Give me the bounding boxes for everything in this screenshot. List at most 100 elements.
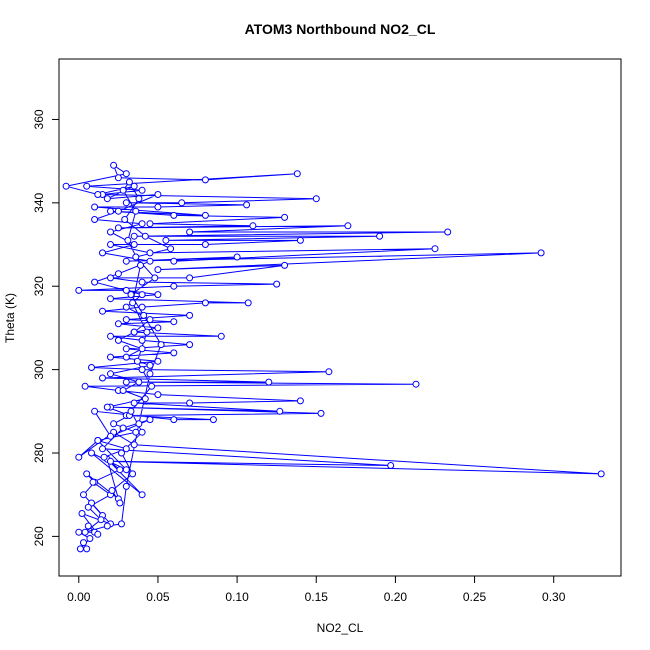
data-point — [146, 220, 154, 228]
data-point — [114, 207, 122, 215]
data-point — [114, 174, 122, 182]
data-point — [94, 437, 102, 444]
y-axis-label: Theta (K) — [3, 293, 17, 343]
data-point — [170, 257, 178, 265]
data-point — [114, 336, 122, 344]
data-point — [130, 241, 138, 248]
x-tick-label: 0.25 — [463, 590, 487, 604]
data-point — [154, 266, 162, 274]
data-point — [154, 324, 162, 332]
data-point — [129, 299, 137, 307]
data-point — [146, 370, 154, 378]
data-point — [186, 399, 194, 407]
data-point — [186, 274, 194, 282]
data-point — [122, 199, 130, 207]
data-point — [154, 357, 162, 365]
data-point — [170, 349, 178, 357]
data-point — [138, 428, 146, 436]
data-point — [376, 232, 384, 240]
data-point — [99, 374, 106, 382]
data-point — [83, 182, 91, 190]
data-point — [138, 336, 146, 344]
data-point — [265, 378, 273, 386]
data-point — [281, 213, 289, 221]
data-point — [94, 191, 102, 198]
data-point — [119, 387, 127, 394]
data-point — [91, 278, 99, 286]
data-point — [154, 203, 162, 211]
data-point — [135, 420, 143, 428]
data-point — [80, 491, 87, 499]
data-point — [122, 316, 130, 324]
data-point — [135, 195, 143, 203]
data-point — [537, 249, 545, 257]
data-point — [157, 341, 165, 349]
data-point — [81, 528, 89, 536]
data-point — [119, 186, 127, 194]
data-point — [94, 530, 102, 538]
x-axis: 0.00 0.05 0.10 0.15 0.20 0.25 0.30 — [67, 575, 566, 604]
data-point — [122, 303, 130, 311]
data-point — [141, 232, 149, 240]
data-point — [178, 199, 186, 207]
data-point — [75, 528, 83, 536]
data-point — [273, 280, 281, 288]
data-point — [186, 341, 194, 349]
data-point — [146, 257, 154, 265]
data-point — [100, 453, 108, 461]
data-point — [84, 503, 92, 511]
data-point — [130, 399, 138, 407]
data-point — [133, 357, 141, 365]
data-point — [107, 353, 114, 361]
data-point — [122, 257, 130, 265]
data-point — [118, 449, 125, 457]
data-point — [62, 182, 70, 190]
data-point — [243, 201, 251, 209]
data-point — [122, 353, 130, 361]
data-point — [412, 380, 420, 388]
data-point — [130, 441, 138, 449]
data-point — [201, 299, 209, 307]
data-point — [151, 274, 159, 282]
data-point — [325, 368, 333, 376]
data-point — [138, 491, 146, 499]
data-point — [201, 176, 209, 184]
data-point — [83, 545, 91, 553]
series-layer — [62, 161, 605, 553]
data-point — [107, 295, 114, 303]
chart-title: ATOM3 Northbound NO2_CL — [245, 21, 436, 37]
data-point — [88, 364, 95, 371]
data-point — [201, 241, 209, 248]
y-tick-label: 340 — [32, 193, 46, 213]
data-point — [75, 286, 83, 294]
data-point — [107, 274, 114, 282]
data-point — [107, 332, 114, 340]
data-point — [249, 222, 257, 230]
data-point — [78, 510, 86, 517]
data-point — [107, 241, 114, 248]
data-point — [116, 499, 124, 507]
data-point — [107, 370, 114, 378]
data-point — [103, 195, 111, 203]
data-point — [597, 470, 605, 478]
data-point — [312, 195, 320, 203]
data-point — [129, 470, 137, 478]
x-tick-label: 0.05 — [146, 590, 170, 604]
data-point — [344, 222, 352, 230]
data-point — [137, 261, 144, 269]
x-tick-label: 0.15 — [305, 590, 329, 604]
data-point — [138, 291, 146, 299]
data-point — [75, 453, 83, 461]
y-axis: 260 280 300 320 340 360 — [32, 109, 60, 546]
data-point — [83, 470, 91, 478]
data-point — [154, 191, 162, 198]
data-point — [86, 535, 94, 542]
data-point — [103, 522, 111, 530]
data-point — [91, 407, 99, 415]
data-point — [317, 409, 325, 417]
data-point — [293, 170, 301, 178]
data-point — [91, 216, 99, 223]
data-point — [130, 232, 138, 240]
data-point — [140, 311, 148, 319]
